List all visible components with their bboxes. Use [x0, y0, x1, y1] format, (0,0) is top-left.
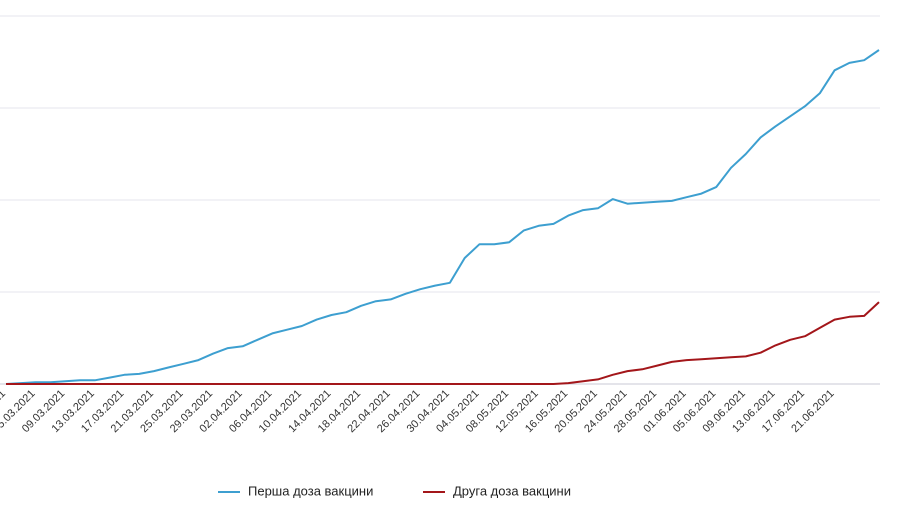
data-line — [6, 301, 880, 385]
legend-label: Перша доза вакцини — [248, 483, 373, 498]
data-line — [5, 49, 880, 385]
legend-label: Друга доза вакцини — [453, 483, 571, 498]
